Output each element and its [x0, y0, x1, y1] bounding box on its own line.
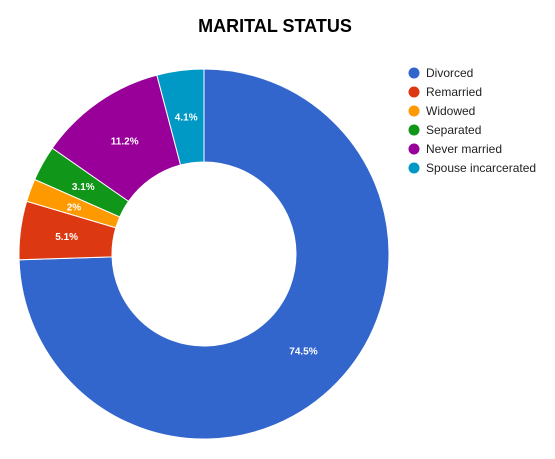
legend: Divorced Remarried Widowed Separated Never m…	[408, 66, 536, 175]
slice-label-separated: 3.1%	[72, 182, 95, 193]
legend-label-remarried: Remarried	[426, 85, 482, 99]
legend-label-separated: Separated	[426, 123, 481, 137]
legend-label-never-married: Never married	[426, 142, 502, 156]
legend-marker-remarried	[408, 86, 420, 98]
slice-label-remarried: 5.1%	[55, 232, 78, 243]
slice-label-divorced: 74.5%	[289, 346, 317, 357]
legend-marker-spouse-incarcerated	[408, 162, 420, 174]
chart-title: MARITAL STATUS	[198, 16, 352, 36]
legend-marker-never-married	[408, 143, 420, 155]
slice-labels: 74.5% 5.1% 2% 3.1% 11.2% 4.1%	[55, 113, 317, 358]
donut-slices	[18, 68, 390, 440]
legend-item-divorced: Divorced	[408, 66, 473, 80]
slice-label-never-married: 11.2%	[111, 136, 139, 147]
legend-marker-separated	[408, 124, 420, 136]
slice-label-spouse-incarcerated: 4.1%	[175, 113, 198, 124]
legend-label-divorced: Divorced	[426, 66, 473, 80]
legend-marker-divorced	[408, 67, 420, 79]
legend-item-widowed: Widowed	[408, 104, 475, 118]
legend-item-separated: Separated	[408, 123, 481, 137]
legend-marker-widowed	[408, 105, 420, 117]
legend-label-spouse-incarcerated: Spouse incarcerated	[426, 161, 536, 175]
legend-label-widowed: Widowed	[426, 104, 475, 118]
legend-item-never-married: Never married	[408, 142, 502, 156]
slice-label-widowed: 2%	[67, 202, 82, 213]
legend-item-spouse-incarcerated: Spouse incarcerated	[408, 161, 536, 175]
slice-divorced	[18, 68, 390, 440]
slice-spouse-incarcerated	[156, 68, 205, 166]
legend-item-remarried: Remarried	[408, 85, 482, 99]
